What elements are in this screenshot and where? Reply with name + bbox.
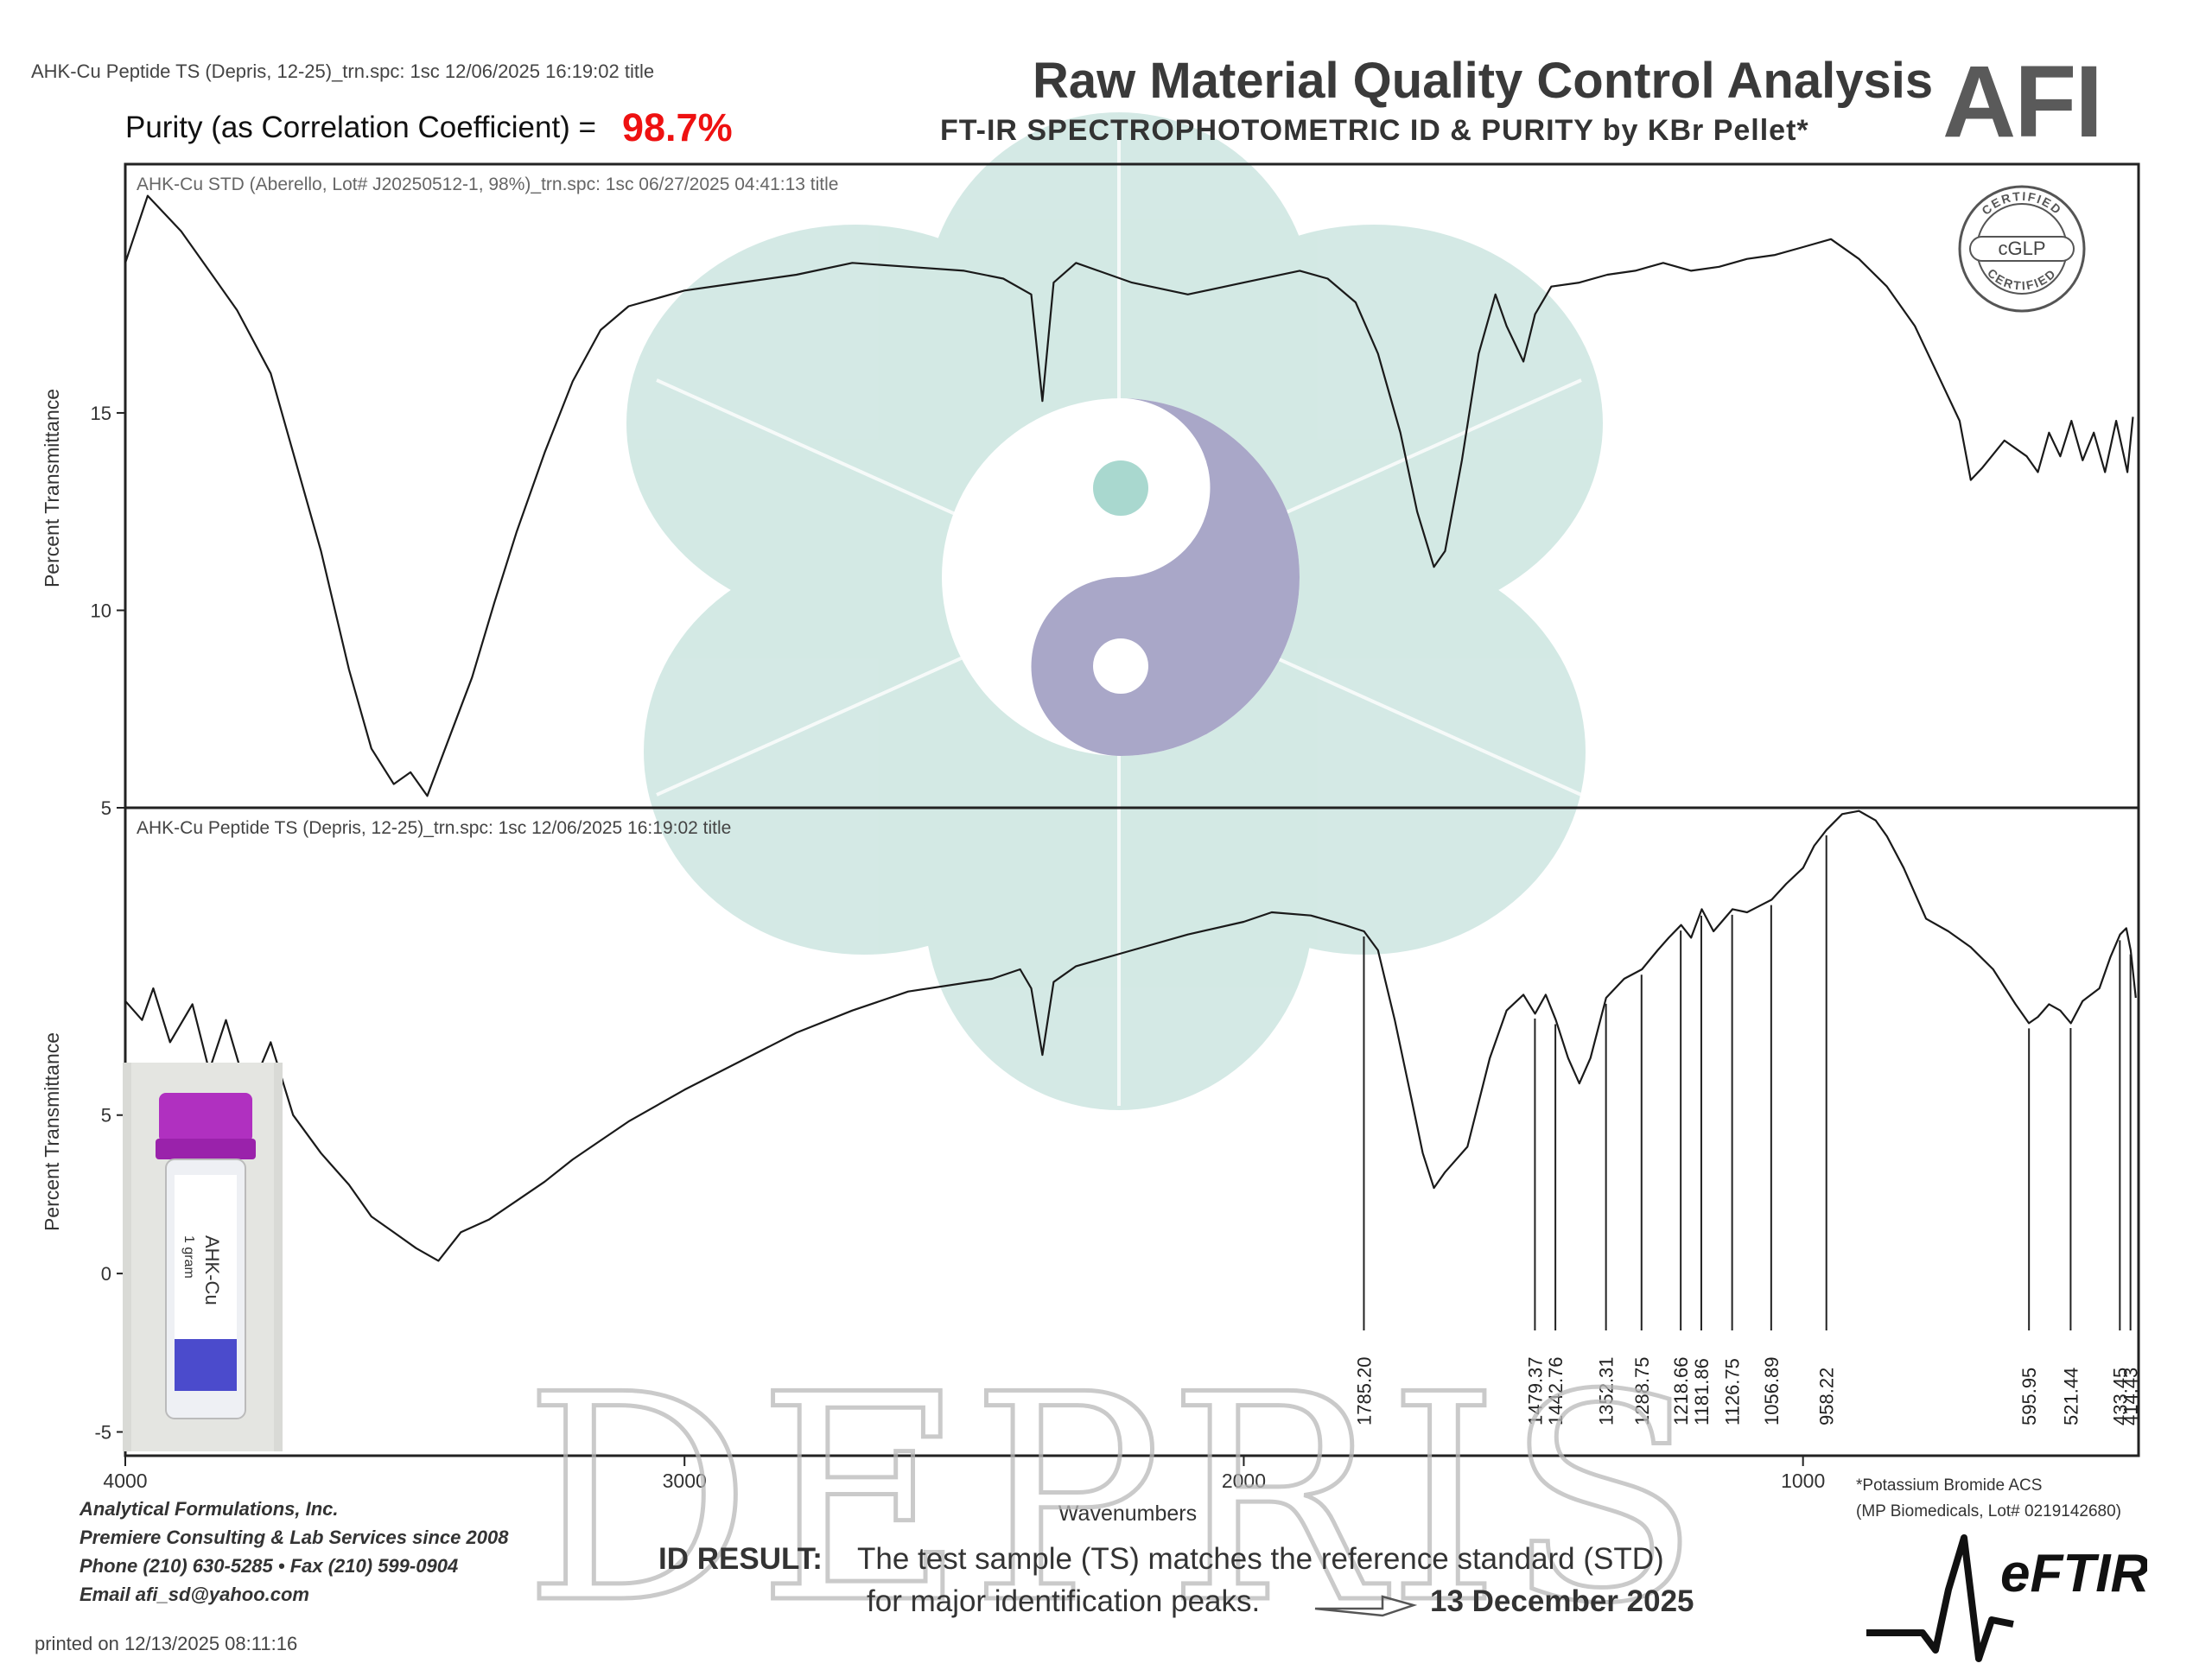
peak-label: 1126.75 bbox=[1722, 1358, 1744, 1425]
x-tick-label: 1000 bbox=[1781, 1470, 1825, 1492]
kbr-line: (MP Biomedicals, Lot# 0219142680) bbox=[1856, 1502, 2122, 1520]
cglp-seal-icon: CERTIFIED CERTIFIED cGLP bbox=[1958, 185, 2086, 313]
vial-label-line1: AHK-Cu bbox=[201, 1235, 223, 1305]
id-result-text-2: for major identification peaks. bbox=[867, 1584, 1261, 1618]
peak-label: 958.22 bbox=[1816, 1368, 1838, 1425]
x-tick-label: 2000 bbox=[1222, 1470, 1266, 1492]
eftir-logo: eFTIR bbox=[1866, 1534, 2147, 1662]
peak-label: 1181.86 bbox=[1691, 1358, 1713, 1425]
peak-label: 521.44 bbox=[2060, 1368, 2082, 1425]
company-line: Email afi_sd@yahoo.com bbox=[79, 1584, 309, 1605]
vial-photo: AHK-Cu 1 gram bbox=[123, 1063, 283, 1451]
x-tick-label: 4000 bbox=[103, 1470, 147, 1492]
printed-timestamp: printed on 12/13/2025 08:11:16 bbox=[35, 1633, 298, 1654]
peak-label: 433.45 bbox=[2109, 1368, 2131, 1425]
y-tick-label: 10 bbox=[91, 600, 111, 621]
company-line: Analytical Formulations, Inc. bbox=[79, 1498, 339, 1520]
vial-label-line2: 1 gram bbox=[181, 1235, 196, 1279]
y-tick-label: 15 bbox=[91, 403, 111, 424]
spectrum-trace-2 bbox=[124, 809, 2137, 1262]
kbr-line: *Potassium Bromide ACS bbox=[1856, 1476, 2043, 1495]
plot-frame bbox=[124, 162, 2140, 1457]
peak-label: 1479.37 bbox=[1524, 1356, 1546, 1425]
company-line: Phone (210) 630-5285 • Fax (210) 599-090… bbox=[79, 1555, 459, 1577]
afi-logo: AFI bbox=[1942, 45, 2103, 159]
company-line: Premiere Consulting & Lab Services since… bbox=[79, 1527, 509, 1548]
panel1-title: AHK-Cu STD (Aberello, Lot# J20250512-1, … bbox=[137, 175, 838, 194]
company-info: Analytical Formulations, Inc. Premiere C… bbox=[79, 1495, 508, 1609]
peak-label: 1442.76 bbox=[1545, 1356, 1567, 1425]
x-axis-label: Wavenumbers bbox=[1058, 1501, 1197, 1526]
arrow-right-icon bbox=[1314, 1595, 1417, 1617]
id-result-date: 13 December 2025 bbox=[1430, 1584, 1694, 1618]
report-title: Raw Material Quality Control Analysis bbox=[1033, 53, 1934, 109]
y-tick-label: 5 bbox=[101, 797, 111, 819]
peak-label: 1288.75 bbox=[1631, 1356, 1653, 1425]
panel2-title: AHK-Cu Peptide TS (Depris, 12-25)_trn.sp… bbox=[137, 818, 731, 838]
peak-label: 1056.89 bbox=[1761, 1356, 1783, 1425]
peak-label: 595.95 bbox=[2018, 1368, 2040, 1425]
seal-center-text: cGLP bbox=[1998, 238, 2045, 259]
svg-text:DEPRIS: DEPRIS bbox=[524, 1334, 1706, 1666]
x-tick-label: 3000 bbox=[663, 1470, 707, 1492]
purity-label: Purity (as Correlation Coefficient) = bbox=[125, 111, 596, 144]
peak-label: 1218.66 bbox=[1670, 1356, 1692, 1425]
report-subtitle: FT-IR SPECTROPHOTOMETRIC ID & PURITY by … bbox=[940, 114, 1809, 147]
kbr-note: *Potassium Bromide ACS (MP Biomedicals, … bbox=[1856, 1473, 2121, 1525]
id-result-text-1: The test sample (TS) matches the referen… bbox=[857, 1542, 1664, 1576]
eftir-text: eFTIR bbox=[2000, 1544, 2147, 1603]
peak-label: 1352.31 bbox=[1596, 1356, 1618, 1425]
y-tick-label: 0 bbox=[101, 1263, 111, 1285]
id-result-label: ID RESULT: bbox=[658, 1542, 823, 1576]
panel2-ylabel: Percent Transmittance bbox=[41, 1032, 63, 1231]
purity-value: 98.7% bbox=[622, 105, 733, 149]
peak-label: 1785.20 bbox=[1353, 1356, 1375, 1425]
y-tick-label: -5 bbox=[94, 1421, 111, 1443]
header-file-line: AHK-Cu Peptide TS (Depris, 12-25)_trn.sp… bbox=[31, 60, 655, 82]
spectrum-trace-1 bbox=[124, 194, 2134, 797]
peak-label: 414.43 bbox=[2120, 1368, 2142, 1425]
panel1-ylabel: Percent Transmittance bbox=[41, 389, 63, 587]
y-tick-label: 5 bbox=[101, 1105, 111, 1127]
